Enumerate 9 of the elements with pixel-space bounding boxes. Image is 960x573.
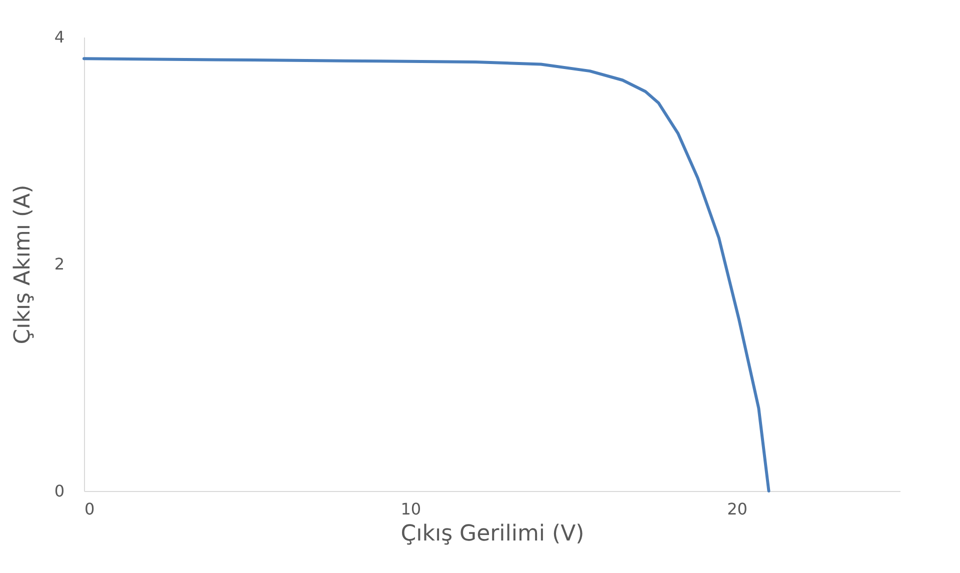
y-tick-label: 4	[54, 28, 64, 46]
x-tick-label: 0	[84, 500, 95, 518]
y-axis-title: Çıkış Akımı (A)	[10, 184, 36, 344]
line-series	[82, 57, 770, 492]
x-tick-label: 10	[400, 500, 422, 518]
y-tick-label: 0	[54, 482, 64, 500]
x-axis-title: Çıkış Gerilimi (V)	[400, 522, 584, 546]
x-tick-label: 20	[727, 500, 748, 518]
y-tick-label: 2	[54, 254, 64, 274]
